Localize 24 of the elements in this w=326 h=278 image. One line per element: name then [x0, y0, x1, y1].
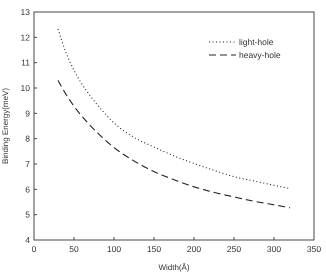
line-series — [57, 80, 291, 208]
x-tick-label: 0 — [32, 244, 37, 254]
x-tick-label: 200 — [186, 244, 202, 254]
x-tick-label: 100 — [106, 244, 122, 254]
legend-label: heavy-hole — [239, 50, 281, 60]
y-tick-label: 10 — [20, 83, 30, 93]
x-tick-label: 300 — [266, 244, 282, 254]
y-tick-label: 8 — [25, 134, 30, 144]
x-tick-label: 350 — [306, 244, 322, 254]
line-series — [57, 28, 291, 190]
y-tick-label: 12 — [20, 32, 30, 42]
y-tick-label: 13 — [20, 7, 30, 17]
x-tick-label: 50 — [69, 244, 79, 254]
y-tick-label: 9 — [25, 108, 30, 118]
y-tick-label: 5 — [25, 210, 30, 220]
y-tick-label: 7 — [25, 159, 30, 169]
y-tick-label: 4 — [25, 235, 30, 245]
x-axis-title: Width(Å) — [158, 263, 190, 272]
x-tick-label: 150 — [146, 244, 162, 254]
legend-label: light-hole — [239, 37, 274, 47]
y-tick-label: 6 — [25, 184, 30, 194]
x-tick-label: 250 — [226, 244, 242, 254]
y-axis-title: Binding Energy(meV) — [1, 88, 10, 164]
y-tick-label: 11 — [21, 58, 30, 68]
